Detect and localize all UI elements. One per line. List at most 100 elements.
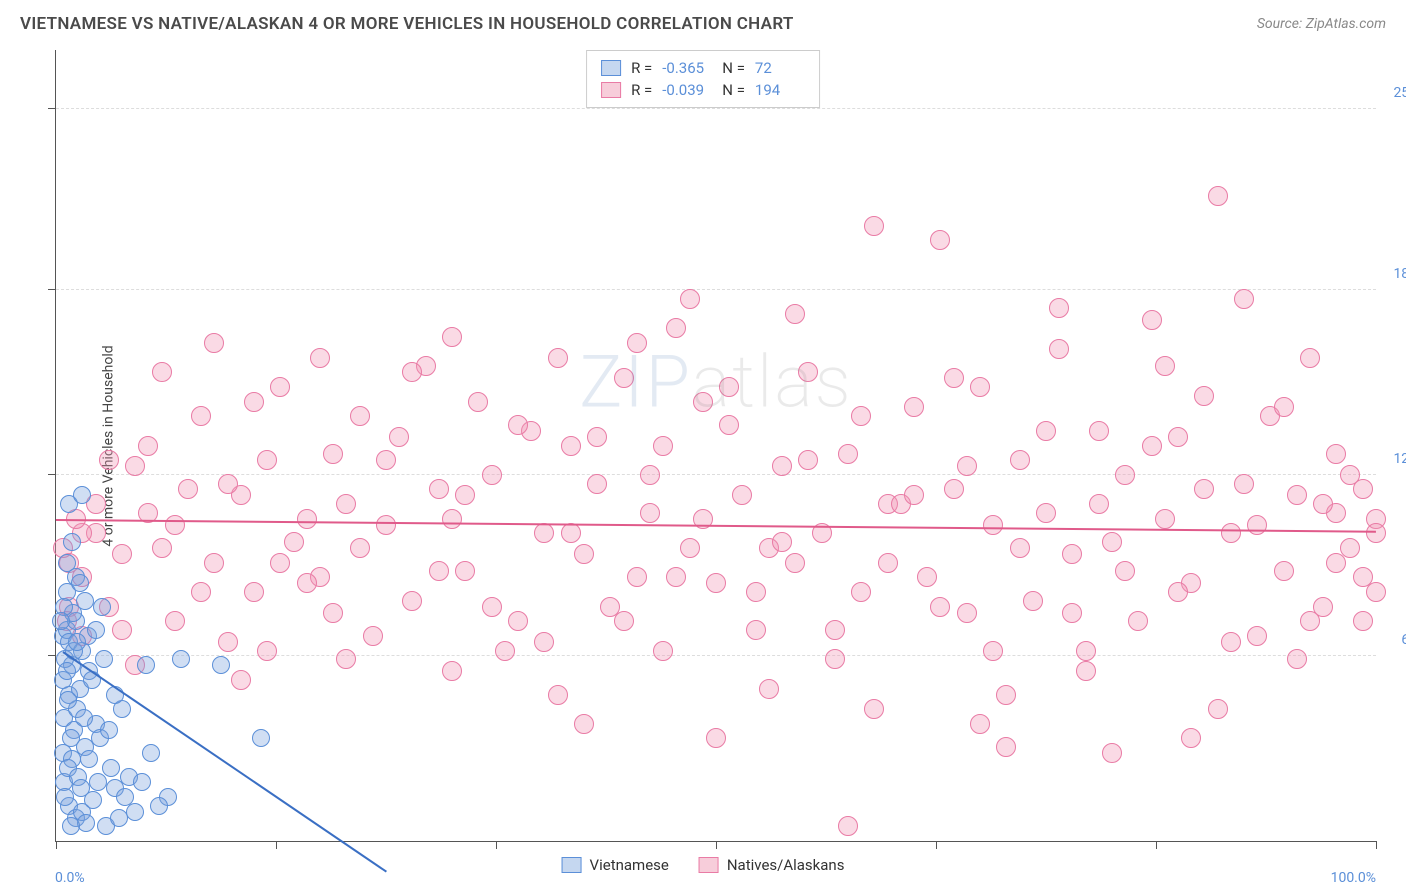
stats-row-natives: R = -0.039 N = 194 bbox=[601, 79, 805, 101]
n-value-vietnamese: 72 bbox=[755, 59, 805, 77]
data-point bbox=[231, 670, 251, 690]
data-point bbox=[297, 573, 317, 593]
data-point bbox=[350, 406, 370, 426]
data-point bbox=[1168, 427, 1188, 447]
data-point bbox=[257, 450, 277, 470]
r-value-natives: -0.039 bbox=[662, 81, 712, 99]
x-tick bbox=[936, 841, 937, 849]
data-point bbox=[1155, 509, 1175, 529]
data-point bbox=[996, 737, 1016, 757]
data-point bbox=[508, 415, 528, 435]
data-point bbox=[178, 479, 198, 499]
data-point bbox=[71, 574, 89, 592]
data-point bbox=[1340, 465, 1360, 485]
data-point bbox=[165, 611, 185, 631]
y-tick bbox=[48, 108, 56, 109]
data-point bbox=[693, 392, 713, 412]
n-value-natives: 194 bbox=[755, 81, 805, 99]
data-point bbox=[785, 553, 805, 573]
data-point bbox=[680, 289, 700, 309]
data-point bbox=[336, 494, 356, 514]
data-point bbox=[495, 641, 515, 661]
r-label: R = bbox=[631, 81, 652, 99]
data-point bbox=[72, 779, 90, 797]
y-tick bbox=[48, 474, 56, 475]
data-point bbox=[904, 397, 924, 417]
data-point bbox=[1313, 494, 1333, 514]
y-tick-label: 18.8% bbox=[1381, 266, 1406, 282]
data-point bbox=[1102, 532, 1122, 552]
data-point bbox=[574, 714, 594, 734]
r-value-vietnamese: -0.365 bbox=[662, 59, 712, 77]
data-point bbox=[152, 362, 172, 382]
data-point bbox=[627, 567, 647, 587]
data-point bbox=[212, 656, 230, 674]
data-point bbox=[62, 729, 80, 747]
data-point bbox=[1221, 523, 1241, 543]
data-point bbox=[706, 728, 726, 748]
data-point bbox=[1128, 611, 1148, 631]
y-tick-label: 25.0% bbox=[1381, 85, 1406, 101]
data-point bbox=[838, 444, 858, 464]
data-point bbox=[133, 773, 151, 791]
data-point bbox=[93, 598, 111, 616]
data-point bbox=[1353, 611, 1373, 631]
legend-item-vietnamese: Vietnamese bbox=[562, 856, 669, 874]
header: VIETNAMESE VS NATIVE/ALASKAN 4 OR MORE V… bbox=[20, 14, 1386, 34]
data-point bbox=[561, 436, 581, 456]
data-point bbox=[666, 318, 686, 338]
data-point bbox=[930, 597, 950, 617]
data-point bbox=[95, 650, 113, 668]
data-point bbox=[76, 592, 94, 610]
data-point bbox=[1287, 649, 1307, 669]
data-point bbox=[587, 474, 607, 494]
x-max-label: 100.0% bbox=[1331, 870, 1376, 886]
y-tick-label: 6.3% bbox=[1381, 632, 1406, 648]
data-point bbox=[1089, 421, 1109, 441]
data-point bbox=[1326, 444, 1346, 464]
data-point bbox=[706, 573, 726, 593]
data-point bbox=[1234, 474, 1254, 494]
data-point bbox=[142, 744, 160, 762]
data-point bbox=[125, 456, 145, 476]
data-point bbox=[1194, 386, 1214, 406]
x-tick bbox=[1156, 841, 1157, 849]
legend: Vietnamese Natives/Alaskans bbox=[562, 856, 845, 874]
data-point bbox=[257, 641, 277, 661]
data-point bbox=[87, 621, 105, 639]
data-point bbox=[772, 532, 792, 552]
data-point bbox=[996, 685, 1016, 705]
data-point bbox=[270, 553, 290, 573]
data-point bbox=[534, 523, 554, 543]
data-point bbox=[336, 649, 356, 669]
data-point bbox=[204, 333, 224, 353]
x-min-label: 0.0% bbox=[55, 870, 85, 886]
data-point bbox=[482, 465, 502, 485]
data-point bbox=[204, 553, 224, 573]
data-point bbox=[864, 216, 884, 236]
x-tick bbox=[496, 841, 497, 849]
legend-item-natives: Natives/Alaskans bbox=[699, 856, 845, 874]
gridline bbox=[56, 655, 1376, 656]
data-point bbox=[376, 515, 396, 535]
r-label: R = bbox=[631, 59, 652, 77]
data-point bbox=[1234, 289, 1254, 309]
data-point bbox=[244, 392, 264, 412]
data-point bbox=[983, 641, 1003, 661]
data-point bbox=[1326, 553, 1346, 573]
data-point bbox=[614, 368, 634, 388]
data-point bbox=[1208, 186, 1228, 206]
data-point bbox=[1181, 728, 1201, 748]
data-point bbox=[442, 509, 462, 529]
chart-title: VIETNAMESE VS NATIVE/ALASKAN 4 OR MORE V… bbox=[20, 14, 794, 34]
data-point bbox=[653, 436, 673, 456]
data-point bbox=[252, 729, 270, 747]
data-point bbox=[1300, 611, 1320, 631]
x-tick bbox=[56, 841, 57, 849]
data-point bbox=[270, 377, 290, 397]
data-point bbox=[851, 406, 871, 426]
data-point bbox=[798, 362, 818, 382]
data-point bbox=[1062, 603, 1082, 623]
data-point bbox=[59, 691, 77, 709]
data-point bbox=[297, 509, 317, 529]
